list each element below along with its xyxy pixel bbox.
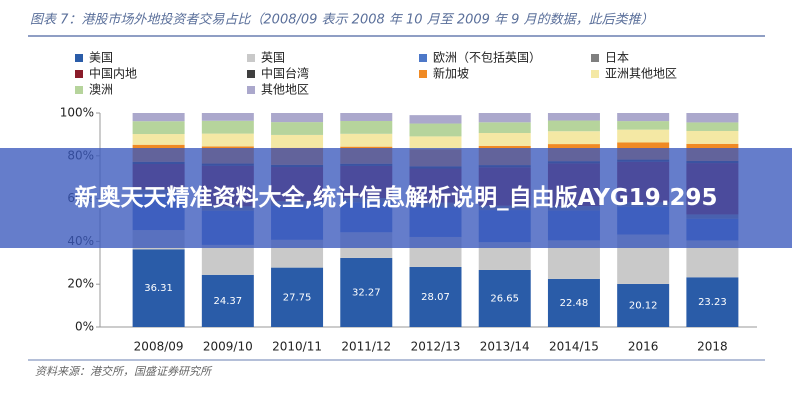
- value-label: 32.27: [352, 287, 381, 298]
- value-label: 28.07: [421, 292, 450, 303]
- bar-segment: [409, 136, 462, 150]
- x-tick-label: 2018: [697, 340, 728, 354]
- bar-segment: [478, 133, 531, 146]
- chart-title: 图表 7：港股市场外地投资者交易占比（2008/09 表示 2008 年 10 …: [30, 12, 654, 28]
- bar-segment: [617, 121, 670, 130]
- bar-segment: [132, 249, 185, 327]
- value-label: 22.48: [560, 298, 589, 309]
- legend-label: 中国内地: [89, 66, 137, 81]
- legend-swatch: [75, 86, 83, 94]
- y-tick-label: 20%: [67, 277, 94, 291]
- bar-segment: [132, 134, 185, 145]
- value-label: 27.75: [283, 292, 312, 303]
- source-note: 资料来源：港交所，国盛证券研究所: [35, 365, 213, 378]
- value-label: 20.12: [629, 300, 658, 311]
- x-tick-label: 2011/12: [341, 340, 391, 354]
- x-tick-label: 2012/13: [411, 340, 461, 354]
- bar-segment: [201, 274, 254, 327]
- bar-segment: [132, 113, 185, 122]
- x-tick-label: 2013/14: [480, 340, 530, 354]
- legend-swatch: [247, 86, 255, 94]
- bar-segment: [201, 133, 254, 147]
- bar-segment: [271, 134, 324, 148]
- bar-segment: [201, 113, 254, 121]
- bar-segment: [686, 113, 739, 123]
- x-tick-label: 2016: [628, 340, 659, 354]
- legend-swatch: [591, 54, 599, 62]
- legend-swatch: [591, 70, 599, 78]
- banner: 新奥天天精准资料大全,统计信息解析说明_自由版AYG19.295: [0, 148, 792, 248]
- legend-label: 英国: [261, 51, 285, 65]
- x-tick-label: 2010/11: [272, 340, 322, 354]
- bar-segment: [340, 257, 393, 327]
- legend-label: 亚洲其他地区: [605, 67, 677, 81]
- legend-label: 中国台湾: [261, 66, 309, 81]
- x-tick-label: 2014/15: [549, 340, 599, 354]
- x-tick-label: 2008/09: [134, 340, 184, 354]
- bar-segment: [409, 266, 462, 327]
- bar-segment: [478, 113, 531, 123]
- bar-segment: [547, 120, 600, 132]
- legend-swatch: [419, 54, 427, 62]
- bar-segment: [271, 113, 324, 123]
- bar-segment: [617, 113, 670, 122]
- bar-segment: [201, 244, 254, 275]
- legend-swatch: [247, 70, 255, 78]
- legend-label: 美国: [89, 51, 113, 65]
- bar-segment: [340, 133, 393, 147]
- banner-text: 新奥天天精准资料大全,统计信息解析说明_自由版AYG19.295: [74, 185, 718, 211]
- value-label: 23.23: [698, 297, 727, 308]
- bar-segment: [547, 278, 600, 327]
- bar-segment: [271, 267, 324, 327]
- y-tick-label: 100%: [60, 106, 94, 120]
- bar-segment: [547, 113, 600, 121]
- legend-label: 其他地区: [261, 83, 309, 97]
- legend-label: 日本: [605, 51, 629, 65]
- bar-segment: [340, 113, 393, 121]
- bar-segment: [686, 130, 739, 144]
- legend-label: 澳洲: [89, 83, 113, 97]
- value-label: 36.31: [144, 283, 173, 294]
- x-tick-label: 2009/10: [203, 340, 253, 354]
- legend-swatch: [75, 54, 83, 62]
- bar-segment: [478, 269, 531, 327]
- bar-segment: [340, 120, 393, 134]
- legend-swatch: [247, 54, 255, 62]
- value-label: 26.65: [490, 293, 519, 304]
- bar-segment: [686, 122, 739, 131]
- bar-segment: [409, 115, 462, 124]
- bar-segment: [132, 121, 185, 135]
- value-label: 24.37: [214, 296, 243, 307]
- y-tick-label: 0%: [75, 320, 94, 334]
- bar-segment: [271, 122, 324, 135]
- legend-label: 新加坡: [433, 66, 469, 81]
- bar-segment: [617, 129, 670, 143]
- legend-swatch: [75, 70, 83, 78]
- bar-segment: [478, 122, 531, 134]
- legend-label: 欧洲（不包括英国）: [433, 50, 541, 65]
- bar-segment: [686, 277, 739, 327]
- bar-segment: [201, 120, 254, 134]
- bar-segment: [617, 283, 670, 327]
- bar-segment: [409, 123, 462, 137]
- legend-swatch: [419, 70, 427, 78]
- bar-segment: [547, 131, 600, 145]
